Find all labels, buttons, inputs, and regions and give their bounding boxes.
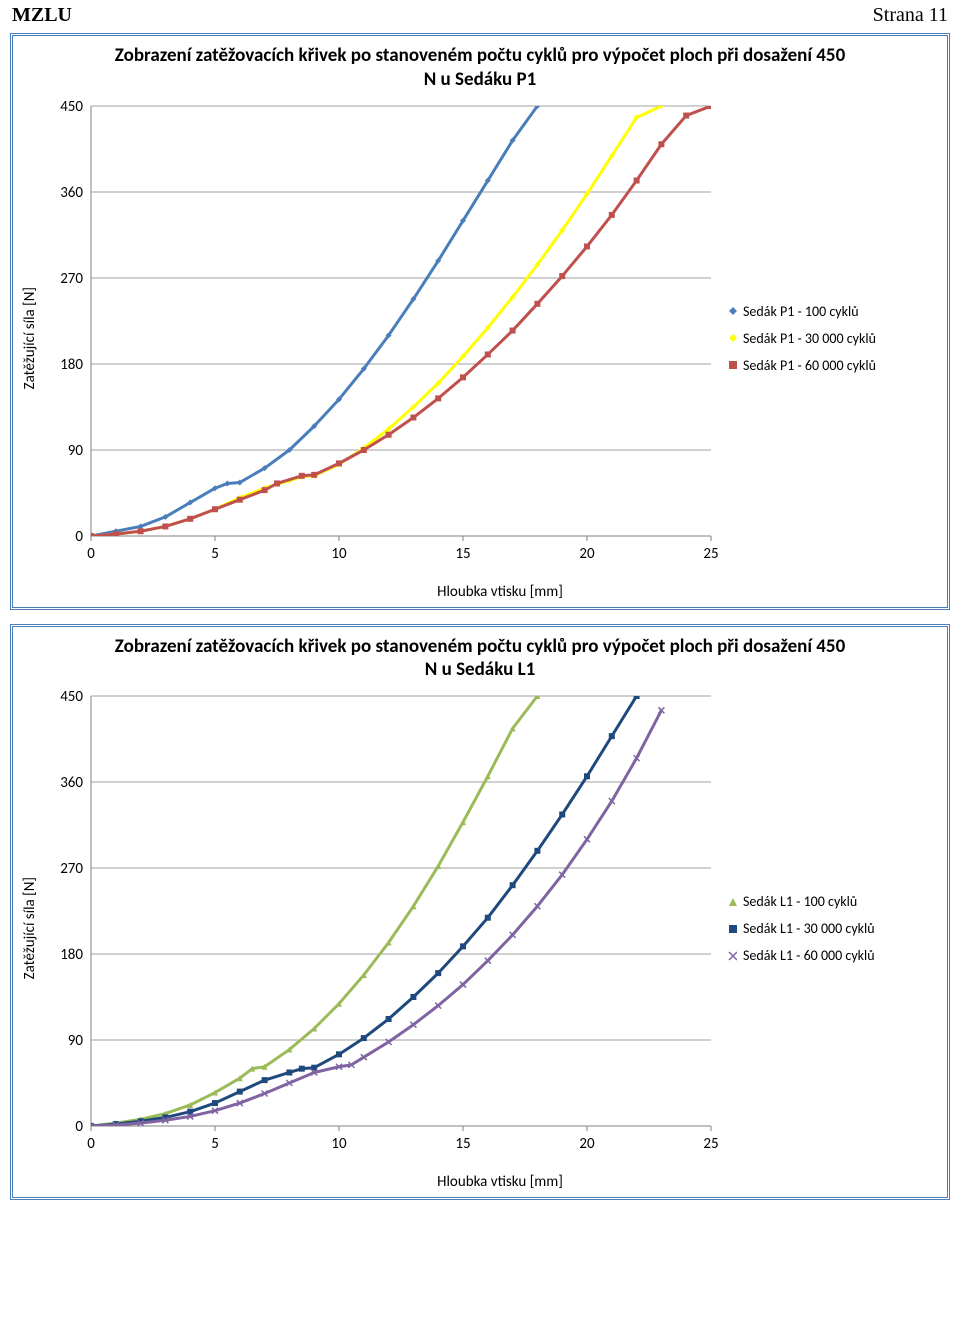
- legend-label: Sedák P1 - 100 cyklů: [743, 303, 859, 320]
- chart1-plot: 0 90 180 270 360 450 0 5 10 15 20 25: [41, 96, 721, 581]
- chart1-title: Zobrazení zatěžovacích křivek po stanove…: [19, 42, 941, 96]
- svg-text:20: 20: [579, 545, 595, 563]
- header-right: Strana 11: [873, 4, 948, 27]
- svg-text:270: 270: [60, 860, 83, 878]
- page-header: MZLU Strana 11: [0, 0, 960, 27]
- svg-text:270: 270: [60, 270, 83, 288]
- svg-text:360: 360: [60, 774, 83, 792]
- svg-text:15: 15: [455, 545, 470, 563]
- svg-text:20: 20: [579, 1135, 595, 1153]
- svg-text:0: 0: [87, 545, 95, 563]
- svg-text:10: 10: [331, 1135, 347, 1153]
- legend-marker-icon: [727, 306, 737, 316]
- svg-text:0: 0: [87, 1135, 95, 1153]
- legend-marker-icon: [727, 333, 737, 343]
- chart2-xlabel: Hloubka vtisku [mm]: [59, 1171, 941, 1191]
- svg-text:25: 25: [703, 1135, 718, 1153]
- svg-text:360: 360: [60, 184, 83, 202]
- chart1-legend: Sedák P1 - 100 cyklů Sedák P1 - 30 000 cy…: [721, 293, 897, 384]
- legend-item: Sedák P1 - 100 cyklů: [727, 303, 897, 320]
- chart1-ylabel: Zatěžující síla [N]: [19, 287, 41, 389]
- svg-text:0: 0: [75, 528, 83, 546]
- svg-text:90: 90: [68, 442, 84, 460]
- legend-label: Sedák L1 - 60 000 cyklů: [743, 947, 875, 964]
- legend-label: Sedák L1 - 30 000 cyklů: [743, 920, 875, 937]
- legend-marker-icon: [727, 360, 737, 370]
- svg-text:180: 180: [60, 946, 83, 964]
- chart2-plot: 0 90 180 270 360 450 0 5 10 15 20 25: [41, 686, 721, 1171]
- svg-text:25: 25: [703, 545, 718, 563]
- chart1-xlabel: Hloubka vtisku [mm]: [59, 581, 941, 601]
- legend-item: Sedák P1 - 30 000 cyklů: [727, 330, 897, 347]
- svg-text:0: 0: [75, 1118, 83, 1136]
- svg-text:450: 450: [60, 98, 83, 116]
- legend-item: Sedák L1 - 100 cyklů: [727, 893, 897, 910]
- legend-marker-icon: [727, 897, 737, 907]
- legend-marker-icon: [727, 951, 737, 961]
- chart2-container: Zobrazení zatěžovacích křivek po stanove…: [10, 624, 950, 1201]
- legend-label: Sedák L1 - 100 cyklů: [743, 893, 857, 910]
- chart1-container: Zobrazení zatěžovacích křivek po stanove…: [10, 33, 950, 610]
- svg-text:10: 10: [331, 545, 347, 563]
- legend-item: Sedák L1 - 30 000 cyklů: [727, 920, 897, 937]
- chart2-title: Zobrazení zatěžovacích křivek po stanove…: [19, 633, 941, 687]
- chart2-legend: Sedák L1 - 100 cyklů Sedák L1 - 30 000 cy…: [721, 883, 897, 974]
- legend-item: Sedák P1 - 60 000 cyklů: [727, 357, 897, 374]
- legend-marker-icon: [727, 924, 737, 934]
- chart2-ylabel: Zatěžující síla [N]: [19, 877, 41, 979]
- legend-label: Sedák P1 - 30 000 cyklů: [743, 330, 876, 347]
- svg-text:90: 90: [68, 1032, 84, 1050]
- legend-label: Sedák P1 - 60 000 cyklů: [743, 357, 876, 374]
- svg-text:180: 180: [60, 356, 83, 374]
- svg-text:15: 15: [455, 1135, 470, 1153]
- header-left: MZLU: [12, 4, 72, 27]
- legend-item: Sedák L1 - 60 000 cyklů: [727, 947, 897, 964]
- svg-text:5: 5: [211, 1135, 219, 1153]
- svg-text:5: 5: [211, 545, 219, 563]
- svg-text:450: 450: [60, 688, 83, 706]
